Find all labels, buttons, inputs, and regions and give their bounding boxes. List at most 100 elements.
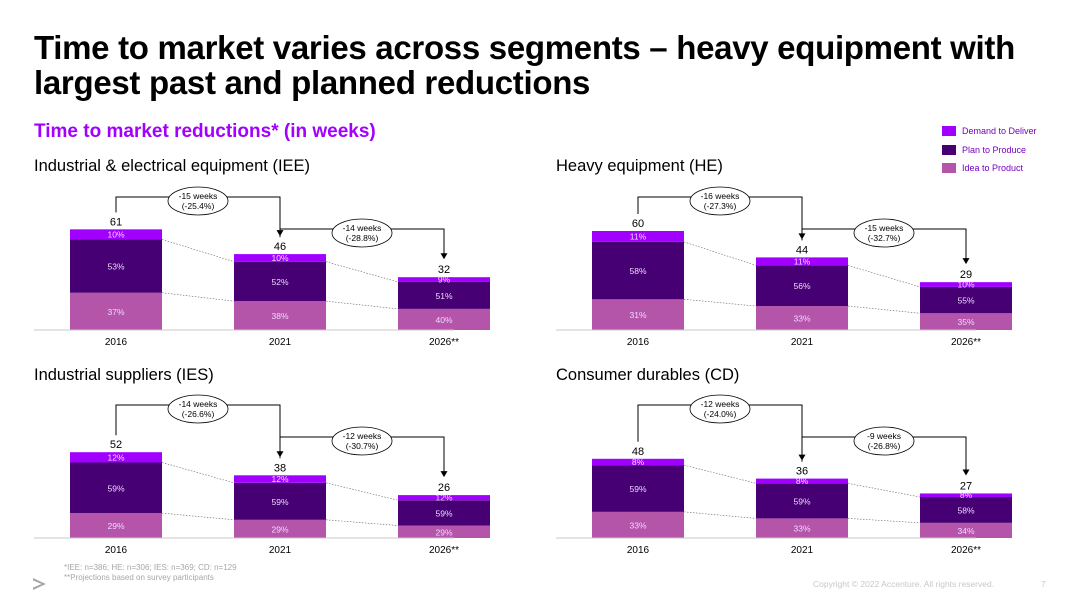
reduction-callout [853, 218, 915, 248]
arrowhead-icon [962, 469, 970, 476]
x-tick-label: 2026** [951, 545, 981, 556]
arrowhead-icon [440, 253, 448, 260]
segment-value-label: 33% [629, 520, 646, 530]
segment-connector-line [161, 292, 235, 302]
segment-connector-line [683, 299, 757, 307]
copyright: Copyright © 2022 Accenture. All rights r… [813, 579, 995, 589]
bar-total-label: 27 [960, 480, 972, 492]
segment-value-label: 8% [960, 490, 973, 500]
x-tick-label: 2021 [269, 545, 292, 556]
chart-title-he: Heavy equipment (HE) [556, 157, 723, 175]
reduction-percent-label: (-28.8%) [346, 233, 379, 243]
segment-connector-line [161, 239, 235, 262]
bar-segment-plan-to-produce [592, 465, 684, 512]
segment-connector-line [683, 464, 757, 484]
bar-total-label: 48 [632, 446, 644, 458]
segment-value-label: 12% [271, 474, 288, 484]
x-tick-label: 2026** [429, 545, 459, 556]
legend-item-idea-to-product: Idea to Product [942, 159, 1037, 178]
reduction-percent-label: (-25.4%) [182, 201, 215, 211]
segment-value-label: 55% [957, 296, 974, 306]
arrowhead-icon [962, 258, 970, 265]
segment-connector-line [683, 511, 757, 519]
bar-segment-demand-to-deliver [70, 229, 162, 240]
segment-connector-line [325, 482, 399, 501]
arrowhead-icon [440, 471, 448, 478]
segment-value-label: 53% [107, 262, 124, 272]
reduction-weeks-label: -9 weeks [867, 431, 901, 441]
bar-total-label: 52 [110, 439, 122, 451]
bar-segment-plan-to-produce [920, 286, 1012, 314]
segment-value-label: 11% [794, 256, 811, 266]
footnote-projections: **Projections based on survey participan… [64, 573, 214, 582]
segment-value-label: 12% [435, 493, 452, 503]
segment-value-label: 29% [435, 527, 452, 537]
segment-value-label: 33% [793, 314, 810, 324]
x-tick-label: 2016 [627, 545, 650, 556]
reduction-percent-label: (-30.7%) [346, 441, 379, 451]
bar-segment-idea-to-product [70, 292, 162, 330]
bar-segment-idea-to-product [70, 513, 162, 538]
accenture-chevron-icon [33, 578, 46, 590]
footnotes: *IEE: n=386; HE: n=306; IES: n=369; CD: … [64, 563, 237, 583]
segment-value-label: 10% [957, 280, 974, 290]
x-tick-label: 2016 [627, 337, 650, 348]
segment-connector-line [847, 518, 921, 524]
segment-value-label: 29% [271, 524, 288, 534]
bar-total-label: 36 [796, 466, 808, 478]
bar-segment-demand-to-deliver [920, 282, 1012, 287]
legend-label: Plan to Produce [962, 144, 1027, 155]
segment-connector-line [325, 261, 399, 283]
bar-segment-plan-to-produce [234, 482, 326, 520]
segment-value-label: 52% [271, 277, 288, 287]
bar-segment-idea-to-product [234, 301, 326, 330]
bar-segment-demand-to-deliver [398, 277, 490, 282]
segment-value-label: 33% [793, 524, 810, 534]
segment-value-label: 51% [435, 291, 452, 301]
chart-title-cd: Consumer durables (CD) [556, 366, 740, 384]
chart-ies: 29%59%12%52201629%59%12%38202129%59%12%2… [34, 394, 490, 556]
segment-value-label: 59% [107, 483, 124, 493]
bar-segment-plan-to-produce [398, 281, 490, 309]
chart-cd: 33%59%8%48201633%59%8%36202134%58%8%2720… [556, 394, 1012, 556]
chart-legend: Demand to Deliver Plan to Produce Idea t… [942, 122, 1037, 178]
legend-swatch [942, 144, 956, 155]
bar-segment-idea-to-product [234, 519, 326, 538]
legend-item-plan-to-produce: Plan to Produce [942, 141, 1037, 160]
segment-value-label: 59% [629, 484, 646, 494]
legend-item-demand-to-deliver: Demand to Deliver [942, 122, 1037, 141]
reduction-callout [689, 186, 751, 216]
segment-connector-line [847, 265, 921, 288]
reduction-percent-label: (-24.0%) [704, 409, 737, 419]
bar-total-label: 46 [274, 241, 286, 253]
bar-segment-demand-to-deliver [756, 257, 848, 266]
segment-value-label: 34% [957, 526, 974, 536]
segment-connector-line [683, 241, 757, 266]
reduction-percent-label: (-27.3%) [704, 201, 737, 211]
bar-segment-demand-to-deliver [920, 493, 1012, 498]
reduction-percent-label: (-26.8%) [868, 441, 901, 451]
page-number: 7 [1041, 579, 1046, 589]
bar-total-label: 29 [960, 269, 972, 281]
x-tick-label: 2021 [791, 337, 814, 348]
chart-title-iee: Industrial & electrical equipment (IEE) [34, 157, 311, 175]
reduction-callout [331, 426, 393, 456]
bar-segment-demand-to-deliver [592, 458, 684, 466]
reduction-percent-label: (-26.6%) [182, 409, 215, 419]
segment-value-label: 8% [632, 457, 645, 467]
x-tick-label: 2016 [105, 337, 128, 348]
segment-connector-line [325, 519, 399, 526]
x-tick-label: 2026** [951, 337, 981, 348]
segment-value-label: 10% [271, 253, 288, 263]
bar-segment-idea-to-product [592, 299, 684, 330]
bar-segment-idea-to-product [920, 313, 1012, 330]
x-tick-label: 2026** [429, 337, 459, 348]
segment-value-label: 59% [271, 497, 288, 507]
segment-value-label: 10% [107, 229, 124, 239]
reduction-callout [167, 394, 229, 424]
bar-segment-plan-to-produce [234, 261, 326, 302]
legend-swatch [942, 126, 956, 137]
segment-value-label: 58% [629, 266, 646, 276]
chart-title-ies: Industrial suppliers (IES) [34, 366, 214, 384]
reduction-weeks-label: -12 weeks [701, 399, 740, 409]
